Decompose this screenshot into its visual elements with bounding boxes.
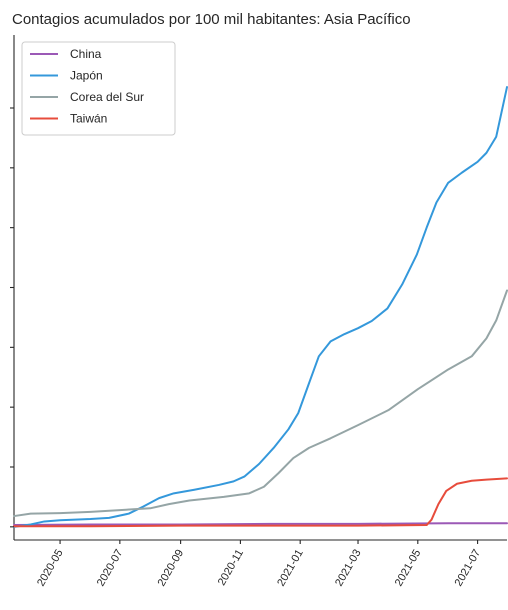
x-axis-ticks: 2020-05 2020-07 2020-09 2020-11 2021-01 2021-… [35, 540, 483, 588]
series-line-china [13, 522, 508, 527]
x-tick-label: 2021-03 [333, 548, 364, 589]
legend: China Japón Corea del Sur Taiwán [21, 41, 176, 136]
y-axis-ticks [10, 107, 14, 528]
plot-area [13, 35, 508, 541]
legend-box [21, 41, 176, 136]
x-tick-label: 2020-07 [95, 548, 126, 589]
legend-label: Japón [70, 69, 103, 83]
legend-label: China [70, 47, 102, 61]
x-tick-label: 2020-11 [216, 548, 246, 588]
chart-title: Contagios acumulados por 100 mil habitan… [12, 11, 411, 28]
series-line-japon [13, 86, 508, 528]
x-tick-label: 2020-05 [35, 548, 66, 589]
legend-label: Corea del Sur [70, 90, 144, 104]
series-line-taiwan [13, 477, 508, 528]
x-tick-label: 2021-05 [393, 548, 424, 589]
x-tick-label: 2020-09 [156, 548, 187, 589]
legend-label: Taiwán [70, 112, 107, 126]
x-tick-label: 2021-07 [453, 548, 484, 589]
series-line-corea-del-sur [13, 289, 508, 518]
x-tick-label: 2021-01 [275, 548, 306, 589]
